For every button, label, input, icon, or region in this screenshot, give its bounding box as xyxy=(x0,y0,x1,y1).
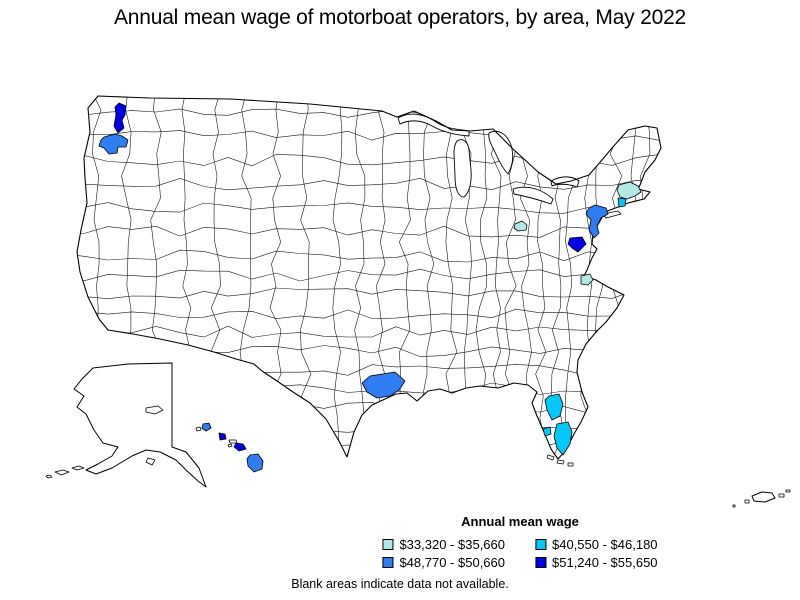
wage-area-southwest-florida xyxy=(542,426,552,437)
lake-michigan xyxy=(453,139,472,198)
legend: Annual mean wage $33,320 - $35,660 $48,77… xyxy=(382,514,658,570)
wage-area-central-pennsylvania xyxy=(513,220,528,232)
long-island xyxy=(602,210,622,219)
us-mainland xyxy=(77,96,661,459)
map-title: Annual mean wage of motorboat operators,… xyxy=(113,6,687,29)
legend-swatch xyxy=(382,557,394,568)
legend-swatch xyxy=(382,539,394,550)
wage-area-southern-new-england xyxy=(617,197,627,208)
legend-item: $51,240 - $55,650 xyxy=(535,555,658,570)
legend-item: $33,320 - $35,660 xyxy=(382,537,505,552)
puerto-rico xyxy=(751,491,776,503)
lake-erie xyxy=(512,186,554,205)
kodiak-island xyxy=(145,457,156,466)
legend-label: $48,770 - $50,660 xyxy=(399,555,505,570)
map-note: Blank areas indicate data not available. xyxy=(291,577,509,591)
niihau-island xyxy=(195,426,202,432)
wage-area-washington-dc-area xyxy=(567,236,587,253)
legend-item: $48,770 - $50,660 xyxy=(382,555,505,570)
legend-title: Annual mean wage xyxy=(461,514,579,529)
aleutian-islands xyxy=(45,465,85,479)
wage-area-oahu-hi xyxy=(218,432,227,441)
wage-area-puget-sound-wa xyxy=(113,102,127,134)
wage-area-east-central-florida xyxy=(544,393,564,421)
legend-item: $40,550 - $46,180 xyxy=(535,537,658,552)
wage-area-southwest-washington xyxy=(98,133,129,155)
wage-area-boston-cape-cod-ma xyxy=(616,181,642,200)
legend-label: $33,320 - $35,660 xyxy=(399,537,505,552)
wage-area-kauai-hi xyxy=(201,422,212,432)
wage-area-houston-gulf-coast-tx xyxy=(361,371,406,399)
alaska-interior-boundary xyxy=(145,405,164,415)
us-mainland-outline xyxy=(76,95,662,460)
wage-area-hampton-roads-va xyxy=(580,273,594,286)
legend-label: $51,240 - $55,650 xyxy=(552,555,658,570)
legend-swatch xyxy=(535,557,546,568)
wage-area-maui-hi xyxy=(233,442,247,452)
wage-area-new-york-northern-new-jersey xyxy=(585,204,609,239)
puerto-rico-islets xyxy=(732,489,791,508)
legend-label: $40,550 - $46,180 xyxy=(552,537,658,552)
legend-swatch xyxy=(535,539,546,550)
wage-area-southeast-florida xyxy=(553,421,573,456)
lake-huron xyxy=(488,130,514,175)
florida-keys xyxy=(546,454,574,467)
legend-items: $33,320 - $35,660 $48,770 - $50,660 $40,55… xyxy=(382,537,658,570)
wage-area-hawaii-island-hi xyxy=(246,453,264,473)
alaska xyxy=(73,362,207,488)
